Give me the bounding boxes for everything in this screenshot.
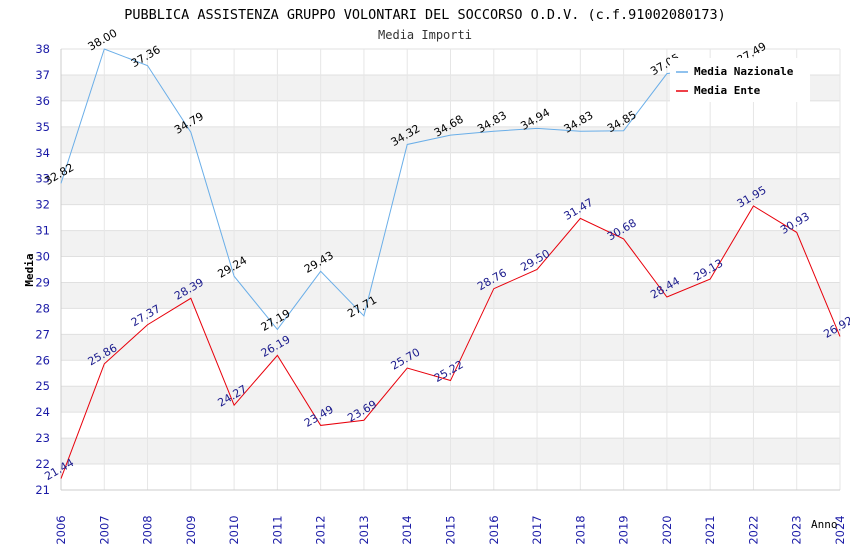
y-tick-label: 35 bbox=[35, 120, 50, 134]
x-tick-label: 2021 bbox=[703, 515, 717, 544]
legend-label-media-ente: Media Ente bbox=[694, 84, 761, 97]
y-tick-label: 37 bbox=[35, 68, 50, 82]
x-tick-label: 2008 bbox=[141, 515, 155, 544]
series-lines bbox=[60, 48, 841, 479]
x-tick-label: 2009 bbox=[184, 515, 198, 544]
y-tick-label: 26 bbox=[35, 353, 50, 367]
y-tick-label: 33 bbox=[35, 172, 50, 186]
x-tick-label: 2022 bbox=[746, 515, 760, 544]
x-tick-label: 2016 bbox=[487, 515, 501, 544]
data-label-media-nazionale: 27.19 bbox=[259, 307, 293, 334]
y-tick-label: 36 bbox=[35, 94, 50, 108]
y-tick-label: 32 bbox=[35, 198, 50, 212]
y-tick-label: 22 bbox=[35, 457, 50, 471]
y-tick-label: 25 bbox=[35, 379, 50, 393]
x-tick-label: 2020 bbox=[660, 515, 674, 544]
y-tick-label: 38 bbox=[35, 42, 50, 56]
data-label-media-ente: 25.22 bbox=[432, 358, 466, 385]
series-line-media-nazionale bbox=[60, 48, 754, 331]
x-tick-label: 2015 bbox=[444, 515, 458, 544]
legend: Media Nazionale Media Ente bbox=[670, 58, 810, 102]
y-axis-label: Media bbox=[23, 253, 36, 286]
x-axis-label: Anno bbox=[811, 518, 838, 531]
chart-subtitle: Media Importi bbox=[378, 28, 472, 42]
x-tick-label: 2023 bbox=[790, 515, 804, 544]
y-tick-label: 21 bbox=[35, 483, 50, 497]
x-tick-label: 2013 bbox=[357, 515, 371, 544]
y-tick-label: 23 bbox=[35, 431, 50, 445]
legend-label-media-nazionale: Media Nazionale bbox=[694, 65, 794, 78]
x-tick-label: 2017 bbox=[530, 515, 544, 544]
x-tick-label: 2018 bbox=[573, 515, 587, 544]
x-tick-label: 2019 bbox=[617, 515, 631, 544]
x-tick-label: 2010 bbox=[227, 515, 241, 544]
y-tick-label: 24 bbox=[35, 405, 50, 419]
x-tick-label: 2014 bbox=[400, 515, 414, 544]
y-tick-label: 29 bbox=[35, 275, 50, 289]
y-tick-label: 31 bbox=[35, 224, 50, 238]
y-tick-label: 34 bbox=[35, 146, 50, 160]
x-tick-label: 2007 bbox=[97, 515, 111, 544]
x-axis: 2006 2007 2008 2009 2010 2011 2012 2013 2014 2015… bbox=[54, 515, 847, 544]
legend-box bbox=[670, 58, 810, 102]
y-axis: 21 22 23 24 25 26 27 28 29 30 31 32 33 34 35 36 37 38 bbox=[35, 42, 50, 497]
y-tick-label: 28 bbox=[35, 301, 50, 315]
grid-lines bbox=[60, 48, 841, 491]
x-tick-label: 2006 bbox=[54, 515, 68, 544]
chart-title: PUBBLICA ASSISTENZA GRUPPO VOLONTARI DEL… bbox=[124, 7, 725, 23]
data-label-media-nazionale: 29.24 bbox=[215, 254, 249, 281]
data-label-media-nazionale: 37.36 bbox=[129, 43, 163, 70]
y-tick-label: 27 bbox=[35, 327, 50, 341]
y-tick-label: 30 bbox=[35, 250, 50, 264]
x-tick-label: 2011 bbox=[270, 515, 284, 544]
x-tick-label: 2012 bbox=[314, 515, 328, 544]
series-line-media-ente bbox=[60, 205, 841, 479]
x-tick-label: 2024 bbox=[833, 515, 847, 544]
